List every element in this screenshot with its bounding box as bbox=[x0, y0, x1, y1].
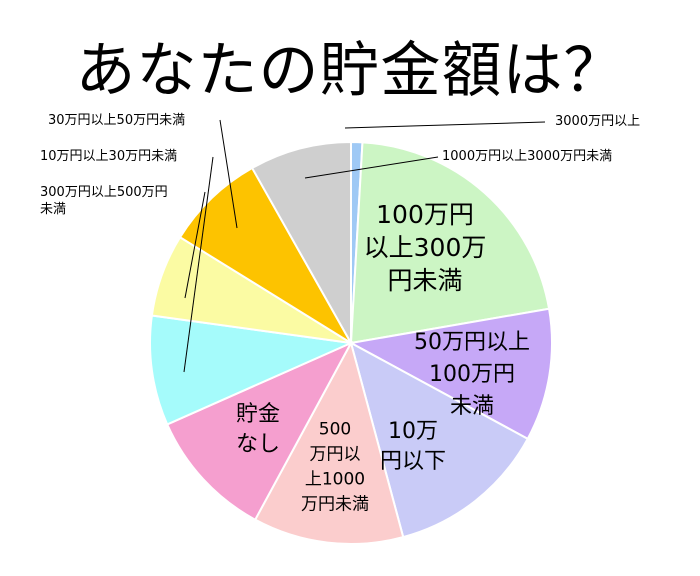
pie-slice-5 bbox=[165, 340, 354, 522]
chart-title: あなたの貯金額は？ bbox=[75, 36, 625, 106]
pie-slice-3 bbox=[349, 341, 530, 539]
pie-slice-4 bbox=[253, 340, 405, 545]
callout-10-30: 10万円以上30万円未満 bbox=[40, 149, 178, 164]
callout-300-500-line2: 未満 bbox=[40, 202, 67, 217]
callout-3000: 3000万円以上 bbox=[555, 114, 641, 129]
callout-300-500-line1: 300万円以上500万円 bbox=[40, 185, 168, 200]
slice-label-2-line-0: 50万円以上 bbox=[414, 330, 530, 355]
slice-label-4-line-0: 500 bbox=[319, 420, 351, 440]
slice-label-3-line-1: 円以下 bbox=[380, 449, 446, 474]
slice-label-4-line-1: 万円以 bbox=[310, 445, 361, 465]
leader-line-10-30 bbox=[183, 156, 214, 373]
slice-label-1-line-1: 以上300万 bbox=[364, 233, 487, 262]
leader-line-30-50 bbox=[219, 119, 238, 229]
pie-slice-2 bbox=[347, 307, 554, 441]
slice-label-4-line-2: 上1000 bbox=[305, 470, 365, 490]
callout-300-500: 300万円以上500万円 未満 bbox=[40, 184, 168, 218]
slice-label-5-line-0: 貯金 bbox=[236, 402, 280, 427]
slice-label-1-line-0: 100万円 bbox=[376, 200, 474, 229]
leader-line-1000-3000 bbox=[304, 156, 439, 179]
slice-label-2-line-1: 100万円 bbox=[429, 362, 515, 387]
leader-line-300-500 bbox=[184, 191, 206, 299]
callout-1000-3000: 1000万円以上3000万円未満 bbox=[442, 149, 613, 164]
slice-label-5-line-1: なし bbox=[236, 432, 280, 457]
slice-label-3-line-0: 10万 bbox=[388, 419, 438, 444]
slice-label-2-line-2: 未満 bbox=[450, 394, 494, 419]
slice-label-1-line-2: 円未満 bbox=[387, 266, 462, 295]
pie-slice-1 bbox=[349, 141, 551, 345]
leader-line-3000 bbox=[344, 121, 546, 129]
pie-slice-9 bbox=[250, 140, 352, 347]
slice-label-4-line-3: 万円未満 bbox=[301, 495, 369, 515]
pie-slice-6 bbox=[149, 314, 355, 426]
callout-30-50: 30万円以上50万円未満 bbox=[48, 113, 186, 128]
pie-slice-8 bbox=[178, 166, 352, 344]
